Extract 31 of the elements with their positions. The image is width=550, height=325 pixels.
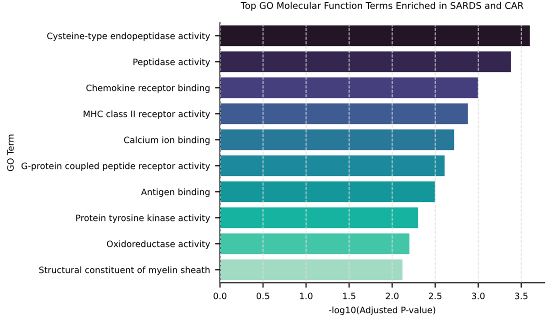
bar [220, 181, 436, 202]
bar [220, 155, 445, 176]
chart-title: Top GO Molecular Function Terms Enriched in SARDS and CAR [240, 2, 524, 11]
y-tick-label: G-protein coupled peptide receptor activity [22, 162, 210, 171]
bar [220, 25, 530, 46]
x-tick-label: 1.5 [343, 292, 356, 300]
bar [220, 259, 402, 280]
x-tick-label: 0.0 [214, 292, 226, 300]
y-axis-title: GO Term [7, 134, 14, 172]
y-tick-label: Calcium ion binding [124, 136, 210, 145]
bar [220, 77, 478, 98]
y-tick-label: Protein tyrosine kinase activity [76, 214, 210, 223]
y-tick-label: MHC class II receptor activity [84, 110, 210, 119]
x-tick-label: 3.0 [472, 292, 485, 300]
y-tick-label: Cysteine-type endopeptidase activity [47, 32, 210, 41]
y-tick-label: Structural constituent of myelin sheath [39, 266, 210, 275]
bar [220, 103, 468, 124]
bar [220, 207, 418, 228]
x-tick-label: 3.5 [514, 292, 528, 300]
bar [220, 233, 410, 254]
y-tick-label: Oxidoreductase activity [106, 240, 210, 249]
bar [220, 51, 511, 72]
y-tick-label: Antigen binding [141, 188, 210, 197]
y-tick-label: Chemokine receptor binding [86, 84, 210, 93]
x-tick-label: 2.5 [428, 292, 442, 300]
x-tick-label: 0.5 [256, 292, 270, 300]
y-tick-label: Peptidase activity [133, 58, 210, 67]
bar [220, 129, 454, 150]
x-tick-label: 2.0 [386, 292, 399, 300]
x-tick-label: 1.0 [300, 292, 312, 300]
x-axis-title: -log10(Adjusted P-value) [328, 306, 436, 315]
